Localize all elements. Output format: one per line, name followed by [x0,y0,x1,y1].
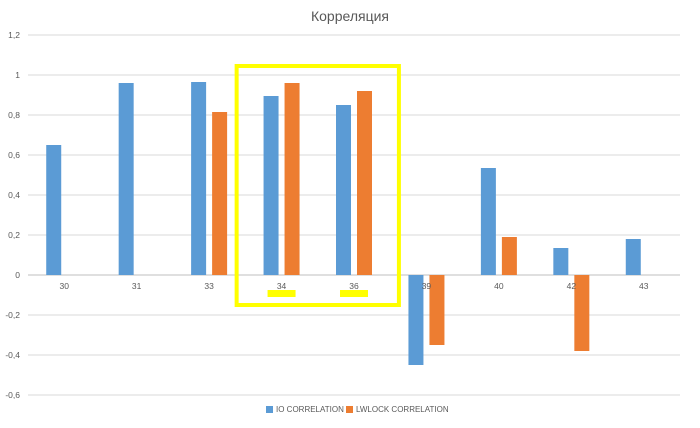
highlight-underline [340,290,368,297]
legend-swatch [266,406,273,413]
chart-title: Корреляция [311,8,389,24]
x-tick-label: 34 [277,281,287,291]
y-axis-ticks: 1,2 1 0,8 0,6 0,4 0,2 0 -0,2 -0,4 -0,6 [5,30,20,400]
y-tick-label: -0,6 [5,390,20,400]
y-tick-label: -0,4 [5,350,20,360]
y-tick-label: 1,2 [8,30,20,40]
bar-series-1 [191,82,207,275]
x-tick-label: 30 [59,281,69,291]
legend-label: LWLOCK CORRELATION [356,405,449,414]
x-tick-label: 33 [204,281,214,291]
bar-series-1 [336,105,351,275]
bars [46,82,641,365]
legend-label: IO CORRELATION [276,405,344,414]
y-tick-label: 0,8 [8,110,20,120]
bar-series-1 [408,275,424,365]
x-tick-label: 40 [494,281,504,291]
bar-series-1 [263,96,279,275]
bar-series-2 [501,237,517,275]
bar-series-2 [357,91,372,275]
bar-series-2 [429,275,445,345]
x-tick-label: 39 [422,281,432,291]
x-tick-label: 36 [349,281,359,291]
x-tick-label: 42 [567,281,577,291]
x-axis-ticks: 30 31 33 34 36 39 40 42 43 [59,281,648,291]
bar-series-1 [553,248,569,275]
y-tick-label: -0,2 [5,310,20,320]
highlight-box [234,64,401,307]
y-tick-label: 0 [15,270,20,280]
highlight-underline [267,290,296,297]
bar-series-1 [46,145,62,275]
highlight-annotation [234,64,401,307]
y-tick-label: 0,6 [8,150,20,160]
gridlines [28,34,680,396]
bar-series-1 [625,239,641,275]
y-tick-label: 1 [15,70,20,80]
bar-series-2 [574,275,590,351]
legend-swatch [346,406,353,413]
bar-series-2 [284,83,300,275]
y-tick-label: 0,4 [8,190,20,200]
legend: IO CORRELATION LWLOCK CORRELATION [266,405,449,414]
bar-series-2 [212,112,228,275]
bar-series-1 [118,83,134,275]
x-tick-label: 31 [132,281,142,291]
x-tick-label: 43 [639,281,649,291]
bar-series-1 [480,168,496,275]
y-tick-label: 0,2 [8,230,20,240]
